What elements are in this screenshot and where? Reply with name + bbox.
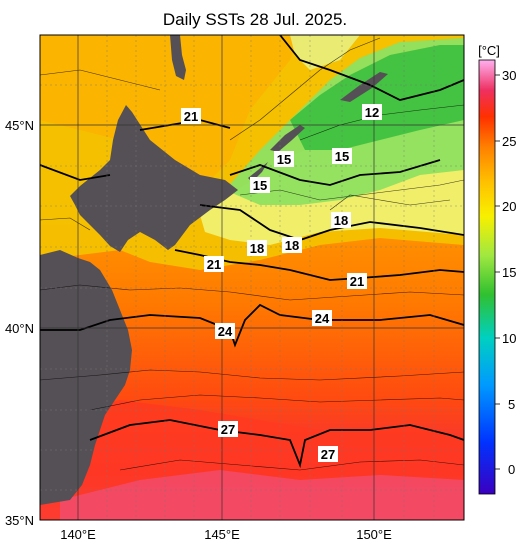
contour-labels: 12 15 15 15 18 18 18 21 21 21 24 24 27 2… (181, 104, 382, 462)
zone-warm-japan-sea (40, 35, 300, 190)
colorbar-tick-30: 30 (502, 68, 516, 83)
contour-label-24a: 24 (218, 324, 233, 339)
lon-tick-140: 140°E (60, 527, 96, 542)
contour-27c (89, 419, 464, 469)
contour-label-15b: 15 (335, 149, 349, 164)
contour-label-27a: 27 (221, 422, 235, 437)
graticule (40, 35, 464, 520)
contour-label-21b: 21 (207, 257, 221, 272)
contour-label-18b: 18 (250, 241, 264, 256)
colorbar-tick-15: 15 (502, 265, 516, 280)
contour-label-12: 12 (365, 105, 379, 120)
contour-label-18a: 18 (334, 213, 348, 228)
lon-tick-145: 145°E (204, 527, 240, 542)
colorbar-tick-5: 5 (508, 397, 515, 412)
contour-15c (229, 159, 441, 186)
contour-label-21a: 21 (184, 109, 198, 124)
land-urup (340, 72, 388, 102)
lat-tick-40: 40°N (5, 321, 34, 336)
lat-axis: 45°N 40°N 35°N (5, 118, 34, 528)
contour-label-27b: 27 (321, 447, 335, 462)
colorbar-tick-25: 25 (502, 134, 516, 149)
colorbar: [°C] 30 25 20 15 10 5 0 (478, 43, 516, 495)
lon-axis: 140°E 145°E 150°E (60, 527, 392, 542)
colorbar-tick-20: 20 (502, 199, 516, 214)
colorbar-tick-0: 0 (508, 462, 515, 477)
colorbar-gradient (478, 59, 496, 495)
colorbar-tick-10: 10 (502, 331, 516, 346)
land (40, 35, 388, 505)
contour-label-21c: 21 (350, 274, 364, 289)
map-field (40, 35, 464, 520)
map-title: Daily SSTs 28 Jul. 2025. (162, 10, 348, 29)
contour-24c (40, 303, 464, 348)
zone-28c (60, 470, 464, 520)
contour-label-15c: 15 (253, 178, 267, 193)
land-honshu (40, 250, 132, 505)
colorbar-unit: [°C] (478, 43, 500, 58)
land-iturup (270, 125, 305, 152)
zone-pale-ne (290, 35, 360, 70)
map-frame (39, 34, 465, 521)
contour-21c-west (40, 164, 111, 181)
contour-18c (199, 204, 464, 241)
land-sakhalin (170, 35, 186, 80)
contour-label-15a: 15 (277, 152, 291, 167)
contour-label-18c: 18 (285, 238, 299, 253)
lat-tick-35: 35°N (5, 513, 34, 528)
contour-label-24b: 24 (315, 311, 330, 326)
land-hokkaido (70, 105, 238, 252)
lat-tick-45: 45°N (5, 118, 34, 133)
zone-12c (290, 45, 464, 150)
lon-tick-150: 150°E (356, 527, 392, 542)
